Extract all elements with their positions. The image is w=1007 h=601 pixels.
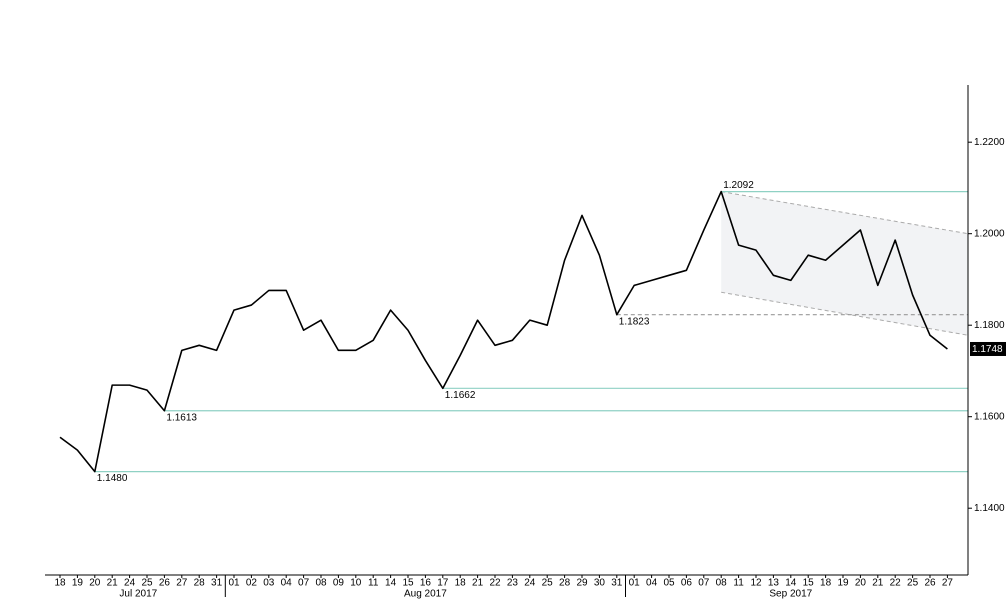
x-tick-label: 19	[837, 578, 849, 589]
x-tick-label: 07	[698, 578, 710, 589]
x-tick-label: 14	[785, 578, 797, 589]
x-tick-label: 01	[228, 578, 240, 589]
x-tick-label: 27	[942, 578, 954, 589]
level-label: 1.1613	[166, 412, 197, 423]
x-tick-label: 20	[89, 578, 101, 589]
x-tick-label: 30	[594, 578, 606, 589]
x-tick-label: 08	[716, 578, 728, 589]
y-tick-label: 1.1600	[974, 411, 1005, 422]
x-tick-label: 18	[54, 578, 66, 589]
x-tick-label: 02	[246, 578, 258, 589]
x-tick-label: 25	[542, 578, 554, 589]
x-tick-label: 15	[402, 578, 414, 589]
month-label: Aug 2017	[404, 589, 447, 600]
x-tick-label: 05	[663, 578, 675, 589]
x-tick-label: 08	[315, 578, 327, 589]
x-tick-label: 24	[124, 578, 136, 589]
x-tick-label: 22	[890, 578, 902, 589]
x-tick-label: 31	[611, 578, 623, 589]
x-tick-label: 27	[176, 578, 188, 589]
x-tick-label: 12	[750, 578, 762, 589]
x-tick-label: 10	[350, 578, 362, 589]
level-label: 1.1823	[619, 316, 650, 327]
x-tick-label: 23	[507, 578, 519, 589]
x-tick-label: 25	[141, 578, 153, 589]
x-tick-label: 24	[524, 578, 536, 589]
x-tick-label: 26	[924, 578, 936, 589]
y-tick-label: 1.2200	[974, 137, 1005, 148]
last-price-label: 1.1748	[972, 344, 1003, 355]
level-label: 1.1662	[445, 390, 476, 401]
y-tick-label: 1.2000	[974, 228, 1005, 239]
month-label: Sep 2017	[769, 589, 812, 600]
y-tick-label: 1.1800	[974, 320, 1005, 331]
x-tick-label: 16	[420, 578, 432, 589]
x-tick-label: 06	[681, 578, 693, 589]
x-tick-label: 21	[872, 578, 884, 589]
x-tick-label: 26	[159, 578, 171, 589]
x-tick-label: 19	[72, 578, 84, 589]
x-tick-label: 18	[820, 578, 832, 589]
x-tick-label: 18	[455, 578, 467, 589]
x-tick-label: 14	[385, 578, 397, 589]
x-tick-label: 21	[472, 578, 484, 589]
x-tick-label: 22	[489, 578, 501, 589]
level-label: 1.2092	[723, 180, 754, 191]
x-tick-label: 28	[559, 578, 571, 589]
x-tick-label: 25	[907, 578, 919, 589]
x-tick-label: 28	[194, 578, 206, 589]
x-tick-label: 04	[281, 578, 293, 589]
x-tick-label: 21	[107, 578, 119, 589]
x-tick-label: 13	[768, 578, 780, 589]
level-label: 1.1480	[97, 473, 128, 484]
channel-area	[721, 191, 968, 336]
x-tick-label: 17	[437, 578, 449, 589]
last-price-tag	[970, 341, 1006, 356]
x-tick-label: 31	[211, 578, 223, 589]
x-tick-label: 03	[263, 578, 275, 589]
x-tick-label: 11	[368, 578, 379, 589]
x-tick-label: 15	[803, 578, 815, 589]
x-tick-label: 20	[855, 578, 867, 589]
price-line	[59, 190, 948, 473]
x-tick-label: 09	[333, 578, 345, 589]
x-tick-label: 04	[646, 578, 658, 589]
x-tick-label: 29	[576, 578, 588, 589]
x-tick-label: 11	[733, 578, 744, 589]
month-label: Jul 2017	[119, 589, 157, 600]
x-tick-label: 07	[298, 578, 310, 589]
x-tick-label: 01	[629, 578, 641, 589]
y-tick-label: 1.1400	[974, 503, 1005, 514]
